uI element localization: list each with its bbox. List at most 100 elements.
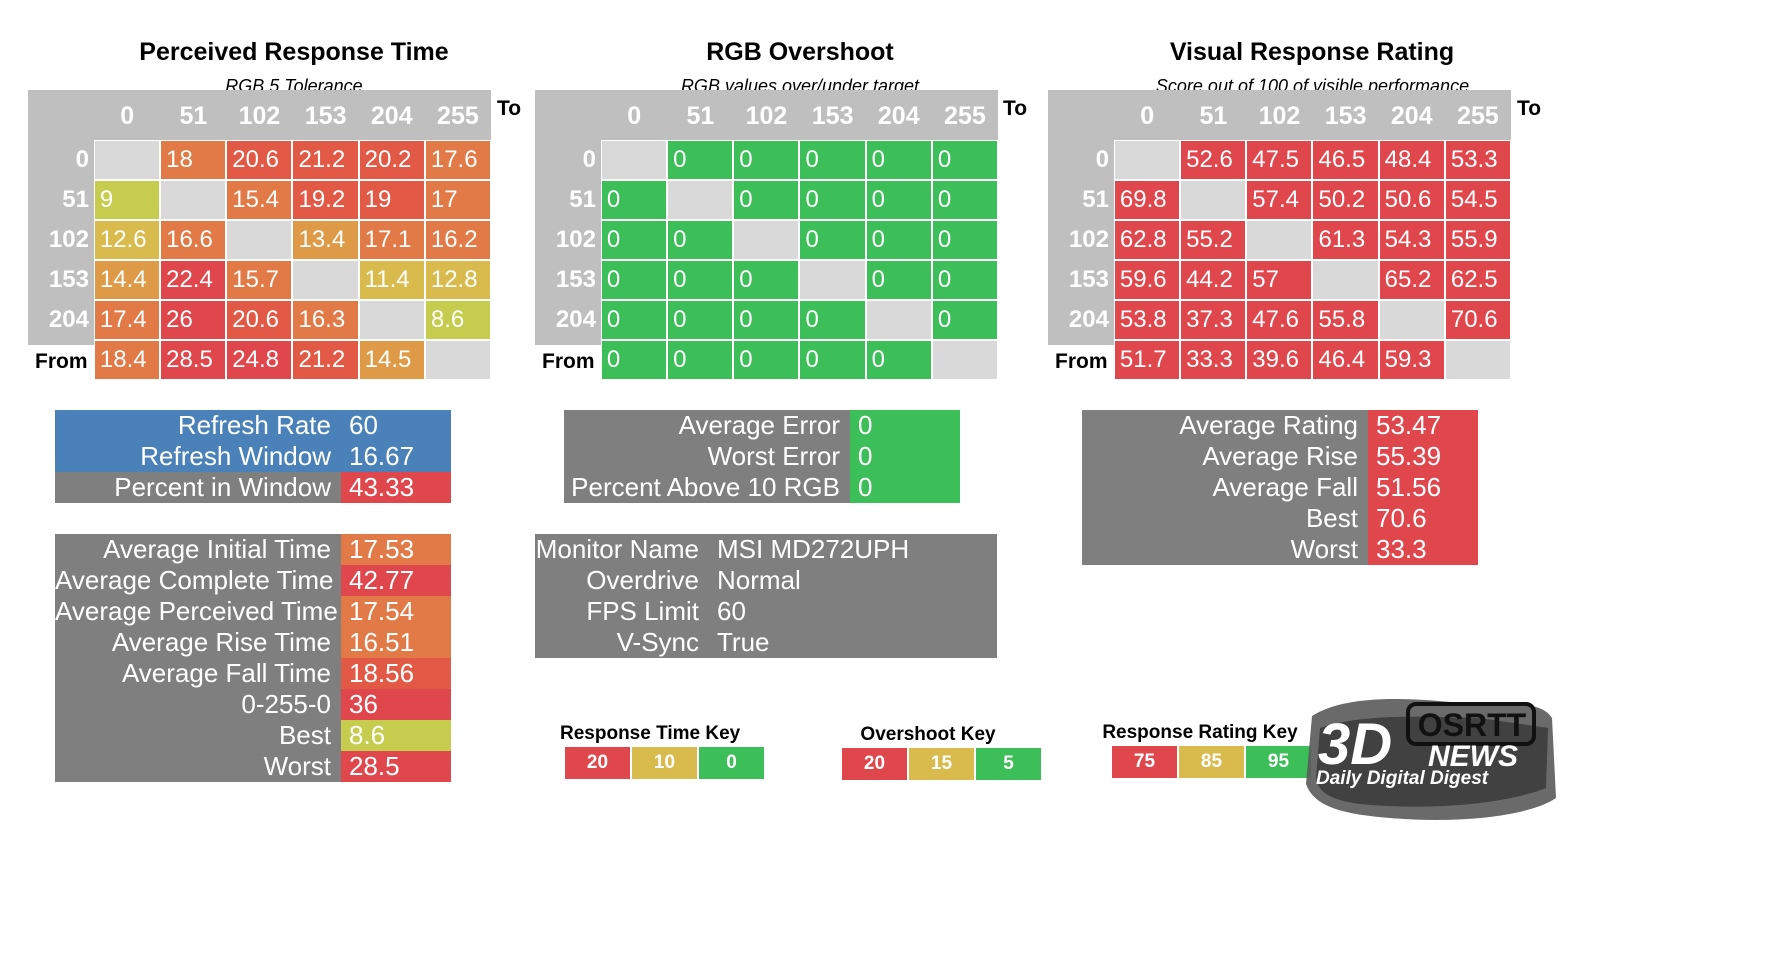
heatmap-cell xyxy=(1113,140,1181,180)
heatmap-cell: 0 xyxy=(865,180,932,220)
stat-value: 33.3 xyxy=(1368,534,1478,565)
perceived-from-label: From xyxy=(35,350,88,373)
stat-value: 17.53 xyxy=(341,534,451,565)
heatmap-cell: 18.4 xyxy=(93,340,161,380)
heatmap-cell: 0 xyxy=(799,300,866,340)
heatmap-cell: 0 xyxy=(931,300,999,340)
stat-label: FPS Limit xyxy=(535,596,709,627)
heatmap-row: 204 17.4 26 20.6 16.3 8.6 xyxy=(28,300,492,340)
heatmap-cell: 0 xyxy=(667,300,734,340)
heatmap-cell: 69.8 xyxy=(1113,180,1181,220)
perceived-heatmap: 0 51 102 153 204 255 0 18 20.6 21.2 20.2 17.6 51 9 15.… xyxy=(28,90,492,380)
overshoot-from-label: From xyxy=(542,350,595,373)
heatmap-cell: 0 xyxy=(600,260,668,300)
heatmap-cell: 14.5 xyxy=(358,340,425,380)
response-rating-key-title: Response Rating Key xyxy=(1102,722,1298,743)
heatmap-cell: 47.5 xyxy=(1246,140,1313,180)
monitor-table: Monitor Name MSI MD272UPH Overdrive Normal F… xyxy=(535,534,997,658)
stat-label: Overdrive xyxy=(535,565,709,596)
stat-value: 70.6 xyxy=(1368,503,1478,534)
stat-label: Average Rise xyxy=(1082,441,1368,472)
stat-row: Average Error 0 xyxy=(564,410,960,441)
stat-row: Best 8.6 xyxy=(55,720,451,751)
heatmap-cell: 28.5 xyxy=(160,340,227,380)
stat-label: Average Rise Time xyxy=(55,627,341,658)
heatmap-cell: 9 xyxy=(93,180,161,220)
heatmap-cell: 0 xyxy=(865,340,932,380)
row-header: 153 xyxy=(555,266,596,293)
heatmap-cell: 55.8 xyxy=(1312,300,1379,340)
key-swatch: 5 xyxy=(975,747,1042,781)
heatmap-cell: 37.3 xyxy=(1180,300,1247,340)
heatmap-cell: 16.3 xyxy=(292,300,359,340)
heatmap-cell: 21.2 xyxy=(292,340,359,380)
heatmap-cell: 22.4 xyxy=(160,260,227,300)
heatmap-cell: 51.7 xyxy=(1113,340,1181,380)
heatmap-cell: 59.3 xyxy=(1378,340,1445,380)
column-header: 255 xyxy=(437,102,479,130)
key-swatch: 0 xyxy=(698,746,765,780)
heatmap-cell: 12.8 xyxy=(424,260,492,300)
heatmap-cell xyxy=(292,260,359,300)
heatmap-row: 51 0 0 0 0 0 xyxy=(535,180,999,220)
heatmap-row: 0 18 20.6 21.2 20.2 17.6 xyxy=(28,140,492,180)
stat-row: Monitor Name MSI MD272UPH xyxy=(535,534,997,565)
stat-row: Average Rating 53.47 xyxy=(1082,410,1478,441)
heatmap-cell: 0 xyxy=(733,340,800,380)
stat-row: Average Complete Time 42.77 xyxy=(55,565,451,596)
stat-value: 28.5 xyxy=(341,751,451,782)
overshoot-key: 20 15 5 xyxy=(841,747,1042,781)
stat-value: 42.77 xyxy=(341,565,451,596)
heatmap-cell xyxy=(93,140,161,180)
heatmap-cell: 20.6 xyxy=(226,140,293,180)
column-header: 51 xyxy=(1199,102,1228,130)
heatmap-cell: 0 xyxy=(733,140,800,180)
key-swatch: 15 xyxy=(908,747,975,781)
heatmap-cell: 0 xyxy=(667,340,734,380)
stat-label: Refresh Window xyxy=(55,441,341,472)
key-swatch: 85 xyxy=(1178,745,1245,779)
stat-row: Worst 33.3 xyxy=(1082,534,1478,565)
heatmap-cell: 24.8 xyxy=(226,340,293,380)
refresh-table: Refresh Rate 60 Refresh Window 16.67 Percent… xyxy=(55,410,451,503)
stat-label: Refresh Rate xyxy=(55,410,341,441)
column-header: 102 xyxy=(745,102,788,130)
row-header: 255 xyxy=(1068,346,1109,373)
heatmap-cell: 0 xyxy=(931,220,999,260)
heatmap-cell: 15.7 xyxy=(226,260,293,300)
heatmap-cell: 61.3 xyxy=(1312,220,1379,260)
stat-label: Worst xyxy=(55,751,341,782)
stat-label: Average Initial Time xyxy=(55,534,341,565)
stat-label: Percent Above 10 RGB xyxy=(564,472,850,503)
overshoot-title: RGB Overshoot xyxy=(706,38,894,66)
heatmap-cell xyxy=(667,180,734,220)
heatmap-cell: 16.6 xyxy=(160,220,227,260)
column-header: 0 xyxy=(1140,102,1155,130)
heatmap-row: 255 18.4 28.5 24.8 21.2 14.5 xyxy=(28,340,492,380)
rating-title: Visual Response Rating xyxy=(1169,38,1455,66)
heatmap-cell: 53.3 xyxy=(1444,140,1512,180)
overshoot-heatmap: 0 51 102 153 204 255 0 0 0 0 0 0 51 0 0 0 0 0 102 0 0 0 0 0 153 0… xyxy=(535,90,999,380)
heatmap-cell: 8.6 xyxy=(424,300,492,340)
stat-row: Percent in Window 43.33 xyxy=(55,472,451,503)
stat-label: Worst xyxy=(1082,534,1368,565)
heatmap-cell xyxy=(1180,180,1247,220)
rating-from-label: From xyxy=(1055,350,1108,373)
row-header: 204 xyxy=(555,306,596,333)
response-time-key: 20 10 0 xyxy=(564,746,765,780)
column-header: 255 xyxy=(944,102,986,130)
stat-value: 53.47 xyxy=(1368,410,1478,441)
heatmap-cell: 57 xyxy=(1246,260,1313,300)
heatmap-cell: 55.9 xyxy=(1444,220,1512,260)
stat-value: 17.54 xyxy=(341,596,451,627)
column-header: 102 xyxy=(238,102,281,130)
time-table: Average Initial Time 17.53 Average Complet… xyxy=(55,534,451,782)
heatmap-row: 204 0 0 0 0 0 xyxy=(535,300,999,340)
column-header: 51 xyxy=(686,102,715,130)
heatmap-cell: 54.3 xyxy=(1378,220,1445,260)
heatmap-row: 153 59.6 44.2 57 65.2 62.5 xyxy=(1048,260,1512,300)
row-header: 102 xyxy=(555,226,596,253)
column-header: 204 xyxy=(877,102,920,130)
row-header: 102 xyxy=(48,226,89,253)
key-swatch: 20 xyxy=(564,746,631,780)
